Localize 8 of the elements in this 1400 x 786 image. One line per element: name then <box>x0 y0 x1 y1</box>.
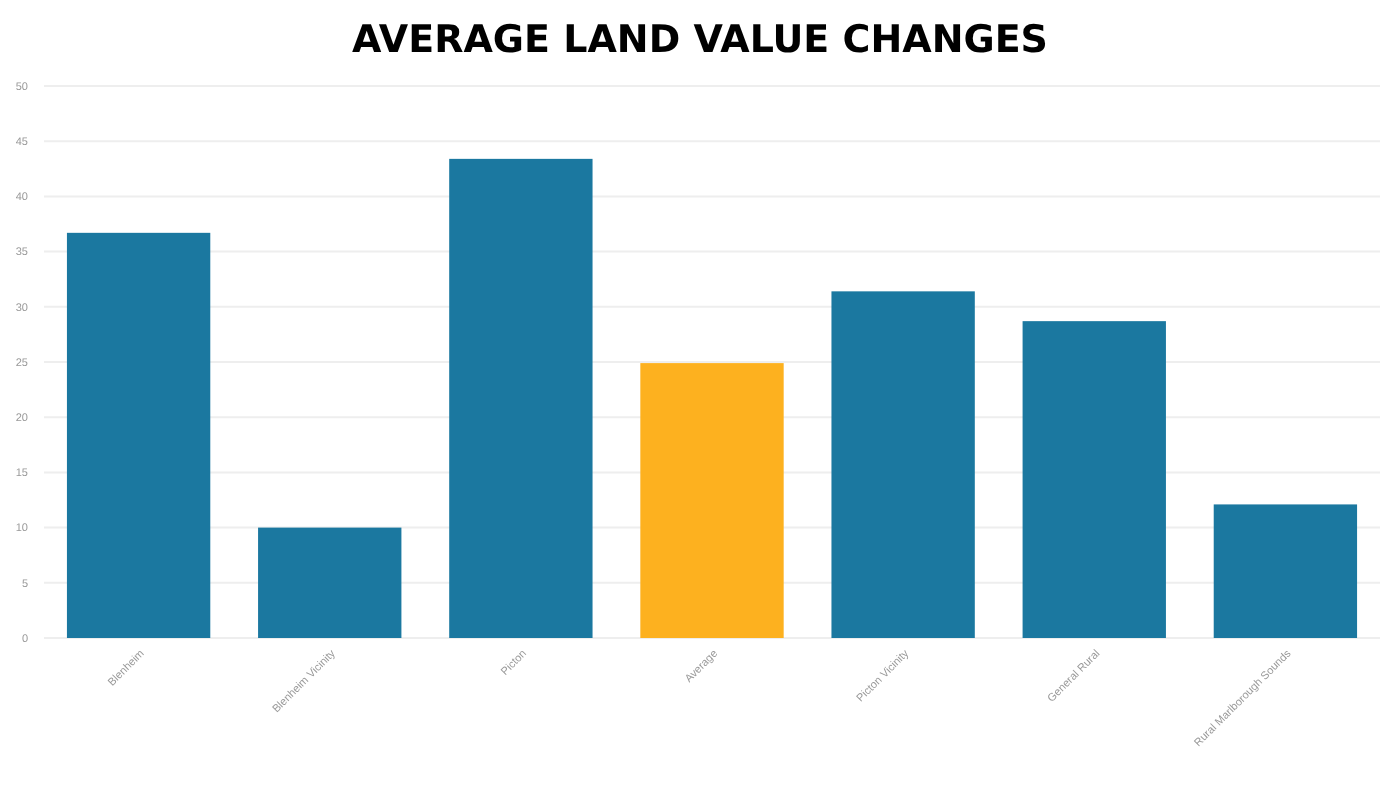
bar <box>640 363 784 638</box>
bar <box>1213 504 1358 638</box>
bar <box>449 158 593 638</box>
bar <box>831 291 975 638</box>
chart-title: AVERAGE LAND VALUE CHANGES <box>351 18 1049 62</box>
bar <box>66 232 211 638</box>
bar <box>258 527 402 638</box>
bar <box>1022 321 1166 638</box>
